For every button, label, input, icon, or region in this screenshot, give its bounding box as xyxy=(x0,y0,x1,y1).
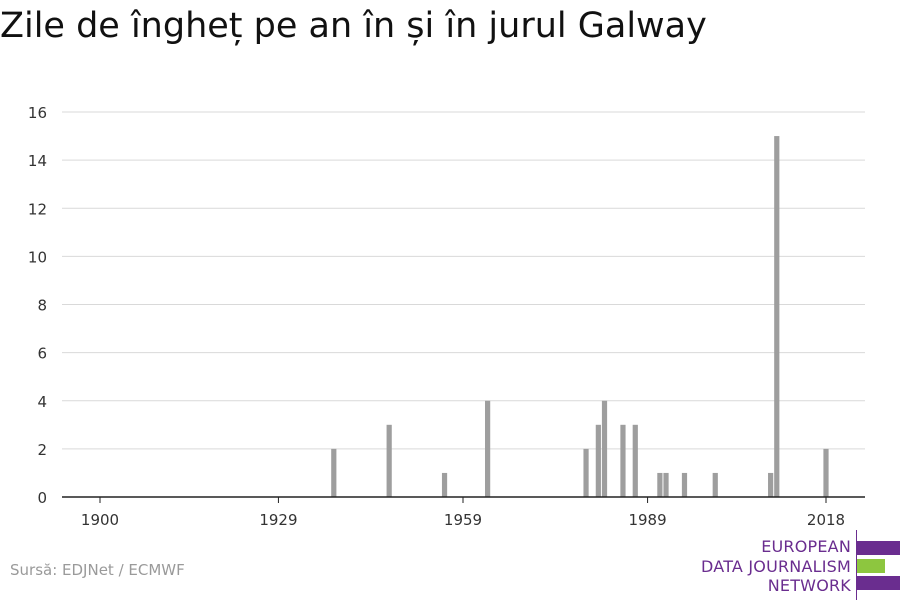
y-tick-label-6: 6 xyxy=(37,345,47,363)
y-tick-label-10: 10 xyxy=(28,248,47,266)
y-tick-label-0: 0 xyxy=(37,489,47,507)
logo-line-data-journalism: DATA JOURNALISM xyxy=(701,557,851,576)
bar-1992 xyxy=(663,472,669,497)
logo-divider xyxy=(856,530,857,600)
bar-1947 xyxy=(386,424,392,497)
bars xyxy=(331,136,829,497)
bar-1979 xyxy=(583,448,589,497)
bar-1982 xyxy=(601,400,608,497)
x-tick-label-1900: 1900 xyxy=(81,511,119,529)
x-tick-label-2018: 2018 xyxy=(807,511,845,529)
bar-1963 xyxy=(485,400,491,497)
x-tick-label-1989: 1989 xyxy=(628,511,666,529)
bar-2009 xyxy=(768,472,774,497)
gridlines xyxy=(62,111,865,450)
logo-bar-bottom xyxy=(857,576,900,590)
chart-title: Zile de îngheț pe an în și în jurul Galw… xyxy=(0,6,707,46)
y-tick-label-14: 14 xyxy=(28,152,47,170)
bar-1981 xyxy=(595,424,601,497)
y-tick-label-2: 2 xyxy=(37,441,47,459)
y-tick-label-16: 16 xyxy=(28,104,47,122)
y-tick-label-4: 4 xyxy=(37,393,47,411)
axes: 0 2 4 6 8 10 12 14 16 1900 1929 1959 1989 2018 xyxy=(28,104,865,529)
logo-line-european: EUROPEAN xyxy=(761,537,851,556)
x-tick-label-1959: 1959 xyxy=(444,511,482,529)
bar-1938 xyxy=(331,448,337,497)
logo-bar-middle xyxy=(857,559,885,573)
edjnet-logo: EUROPEAN DATA JOURNALISM NETWORK xyxy=(700,530,900,600)
source-note: Sursă: EDJNet / ECMWF xyxy=(10,561,185,579)
logo-bar-top xyxy=(857,541,900,555)
bar-1987 xyxy=(632,424,638,497)
x-tick-label-1929: 1929 xyxy=(259,511,297,529)
bar-1995 xyxy=(681,472,688,497)
y-tick-label-8: 8 xyxy=(37,297,47,315)
y-tick-label-12: 12 xyxy=(28,200,47,218)
bar-1956 xyxy=(441,472,448,497)
bar-2000 xyxy=(712,472,718,497)
bar-2018 xyxy=(823,448,829,497)
bar-1991 xyxy=(657,472,663,497)
logo-line-network: NETWORK xyxy=(767,576,851,595)
bar-2010 xyxy=(774,136,780,497)
bar-1985 xyxy=(620,424,626,497)
